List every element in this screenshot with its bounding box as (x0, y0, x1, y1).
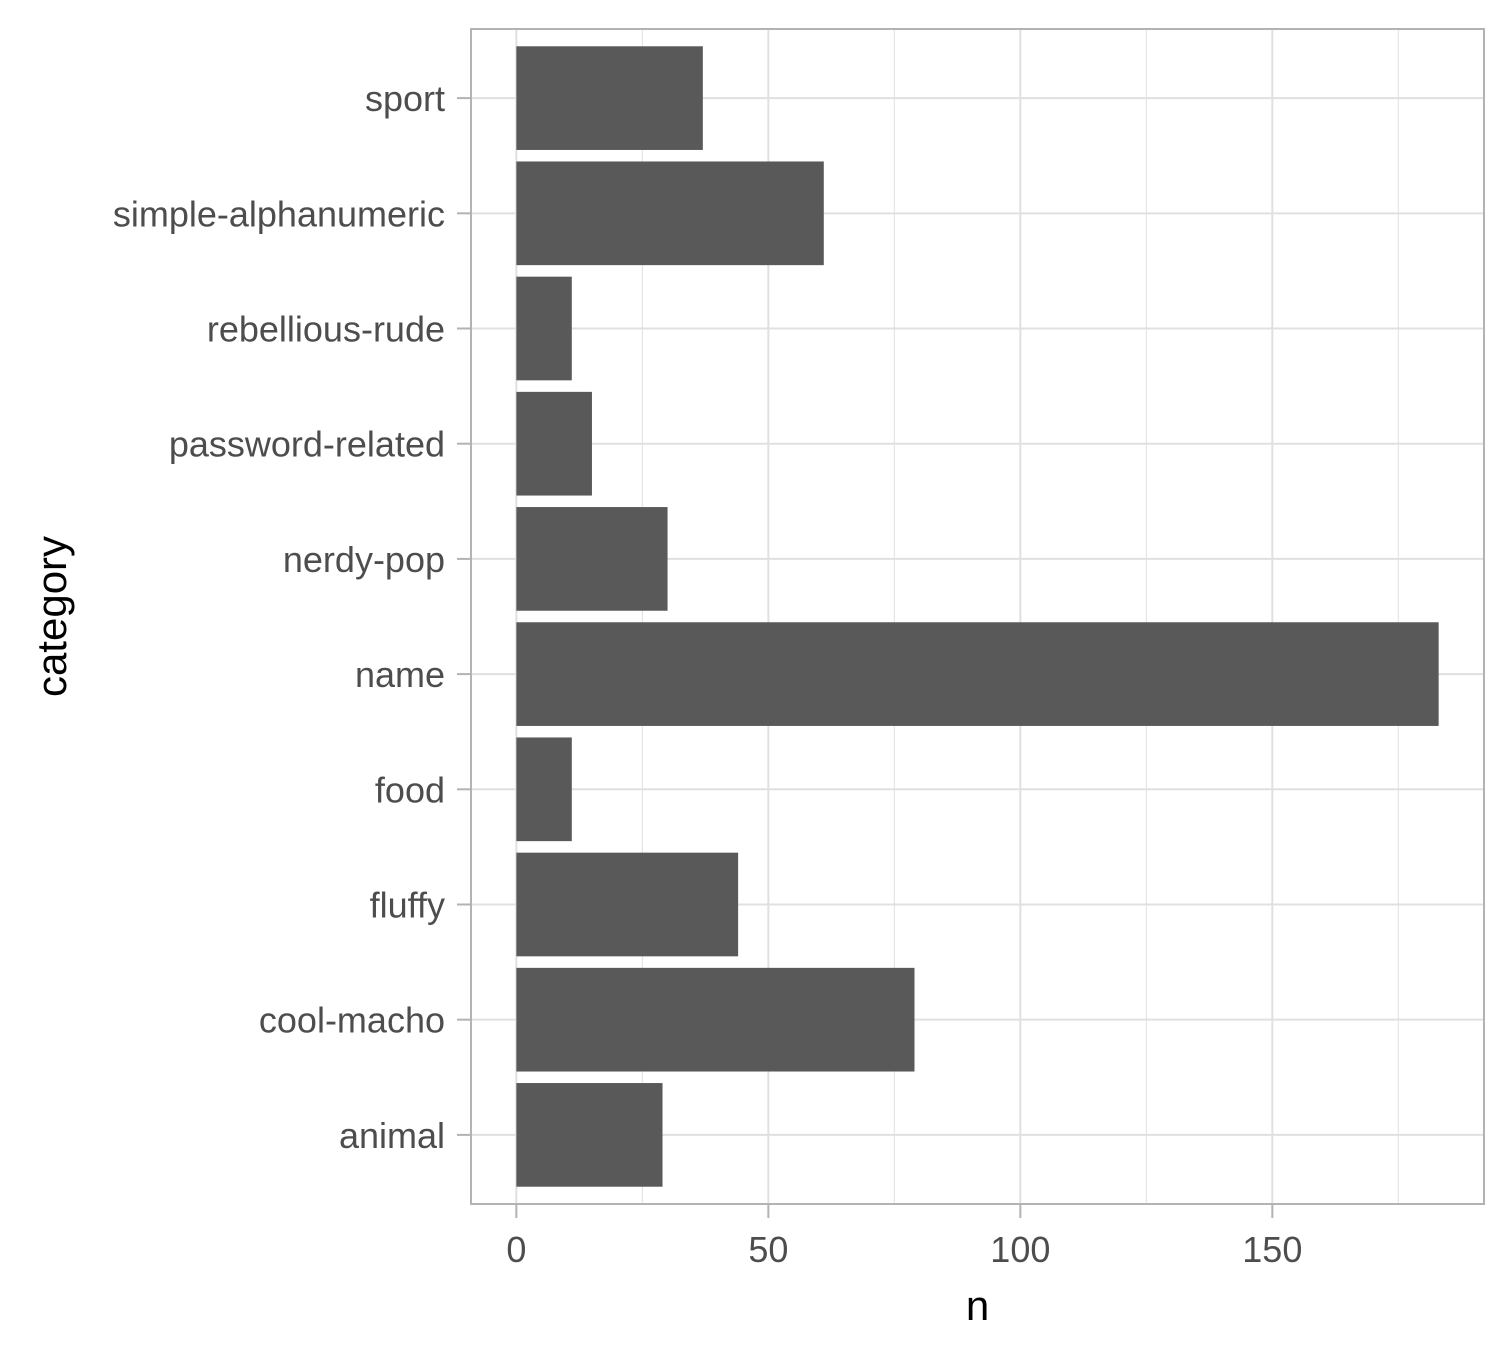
bar-animal (516, 1083, 663, 1187)
bar-nerdy-pop (516, 507, 668, 611)
y-tick-label: rebellious-rude (207, 309, 445, 350)
panel-border (470, 28, 1485, 1205)
axis-ticks (457, 97, 1274, 1218)
bar-sport (516, 46, 703, 150)
x-tick-label: 50 (748, 1229, 788, 1270)
x-axis-title: n (966, 1282, 989, 1329)
bar-rebellious-rude (516, 276, 572, 381)
bars (516, 46, 1439, 1187)
bar-password-related (516, 391, 592, 496)
y-axis-title: category (28, 536, 75, 697)
y-tick-label: name (355, 654, 445, 695)
y-tick-label: simple-alphanumeric (113, 193, 445, 234)
bar-fluffy (516, 852, 739, 957)
x-tick-label: 150 (1242, 1229, 1302, 1270)
bar-cool-macho (516, 967, 915, 1072)
y-tick-label: password-related (169, 424, 445, 465)
y-tick-label: animal (339, 1115, 445, 1156)
bar-name (516, 622, 1439, 726)
x-tick-label: 0 (506, 1229, 526, 1270)
y-tick-label: cool-macho (259, 1000, 445, 1041)
x-axis-tick-labels: 0 50 100 150 (506, 1229, 1302, 1270)
y-tick-label: fluffy (370, 884, 445, 925)
y-tick-label: sport (365, 78, 445, 119)
y-tick-label: nerdy-pop (283, 539, 445, 580)
bar-simple-alphanumeric (516, 161, 824, 266)
y-tick-label: food (375, 769, 445, 810)
bar-food (516, 737, 572, 842)
x-tick-label: 100 (990, 1229, 1050, 1270)
y-axis-tick-labels: animal cool-macho fluffy food name nerdy-pop p… (113, 78, 445, 1156)
